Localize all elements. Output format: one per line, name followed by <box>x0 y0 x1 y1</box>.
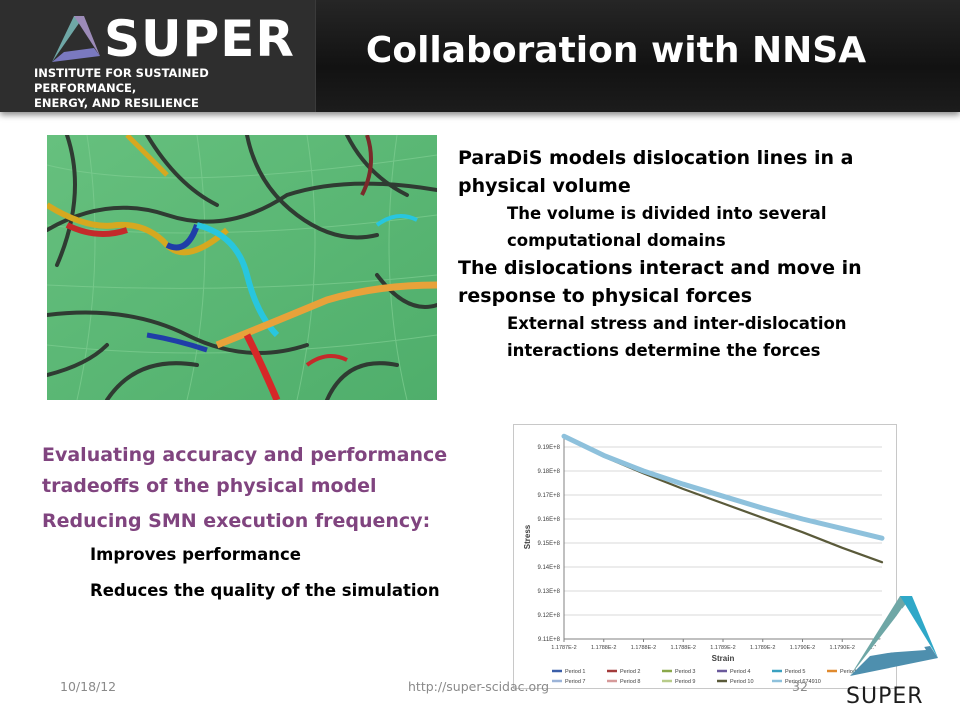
chart-legend-label: Period 6 <box>840 669 861 675</box>
chart-legend-label: Period 10 <box>730 679 754 685</box>
chart-legend-label: Period 2 <box>620 669 641 675</box>
super-triangle-icon <box>52 16 100 62</box>
bullet-reducing-smn: Reducing SMN execution frequency: <box>42 510 431 532</box>
chart-legend-label: Period 4 <box>730 669 751 675</box>
chart-y-tick-label: 9.14E+8 <box>537 565 560 571</box>
super-logo: SUPER INSTITUTE FOR SUSTAINED PERFORMANC… <box>0 0 316 112</box>
chart-legend-label: Period 1 <box>565 669 586 675</box>
sub-bullet-reduces: Reduces the quality of the simulation <box>90 581 440 600</box>
chart-y-tick-label: 9.13E+8 <box>537 589 560 595</box>
dislocation-simulation-image <box>47 135 437 400</box>
sub-bullet-improves: Improves performance <box>90 545 301 564</box>
chart-y-tick-label: 9.11E+8 <box>538 637 561 643</box>
logo-word: SUPER <box>104 10 295 68</box>
chart-legend-label: Period 674910 <box>785 679 821 685</box>
footer-date: 10/18/12 <box>60 679 117 694</box>
slide-title: Collaboration with NNSA <box>365 30 867 71</box>
chart-y-tick-label: 9.18E+8 <box>537 469 560 475</box>
left-bullet-list: Evaluating accuracy and performance trad… <box>42 440 482 609</box>
chart-x-tick-label: 1.1788E-2 <box>631 645 656 651</box>
chart-y-axis-label: Stress <box>523 524 532 549</box>
chart-legend-label: Period 3 <box>675 669 696 675</box>
corner-super-triangle-icon <box>850 596 938 676</box>
chart-svg: 9.19E+8 9.18E+8 9.17E+8 9.16E+8 9.15E+8 9.14E… <box>523 433 895 685</box>
footer-page-number: 32 <box>792 679 808 694</box>
chart-series-line-period-674910 <box>561 433 885 541</box>
chart-x-axis-label: Strain <box>712 654 735 663</box>
chart-legend-label: Period 5 <box>785 669 806 675</box>
chart-x-tick-label: 1.1790E-2 <box>830 645 855 651</box>
bullet-evaluating: Evaluating accuracy and performance trad… <box>42 444 448 497</box>
chart-legend-label: Period 8 <box>620 679 641 685</box>
chart-x-tick-label: 1.1790E-2 <box>790 645 815 651</box>
chart-y-tick-label: 9.16E+8 <box>537 517 560 523</box>
header-bar: SUPER INSTITUTE FOR SUSTAINED PERFORMANC… <box>0 0 960 112</box>
logo-subtitle: INSTITUTE FOR SUSTAINED PERFORMANCE, ENE… <box>34 66 304 111</box>
chart-y-tick-label: 9.19E+8 <box>537 445 560 451</box>
chart-x-tick-label: 1.1787E-2 <box>551 645 576 651</box>
chart-x-tick-label: 1.1789E-2 <box>710 645 735 651</box>
logo-subtitle-line2: ENERGY, AND RESILIENCE <box>34 96 199 110</box>
sub-bullet-domains: The volume is divided into several compu… <box>507 204 827 250</box>
chart-x-tick-label: 1.1788E-2 <box>671 645 696 651</box>
sub-bullet-forces: External stress and inter-dislocation in… <box>507 314 847 360</box>
footer-url[interactable]: http://super-scidac.org <box>408 679 550 694</box>
corner-super-word: SUPER <box>846 684 924 709</box>
stress-strain-chart: 9.19E+8 9.18E+8 9.17E+8 9.16E+8 9.15E+8 9.14E… <box>513 424 897 689</box>
chart-x-tick-label: 1.1789E-2 <box>750 645 775 651</box>
bullet-dislocations: The dislocations interact and move in re… <box>458 257 862 307</box>
chart-legend-label: Period 7 <box>565 679 586 685</box>
logo-subtitle-line1: INSTITUTE FOR SUSTAINED PERFORMANCE, <box>34 66 209 95</box>
chart-legend-label: Period 9 <box>675 679 696 685</box>
chart-y-tick-label: 9.12E+8 <box>537 613 560 619</box>
chart-x-tick-label: 1.1788E-2 <box>591 645 616 651</box>
bullet-paradis: ParaDiS models dislocation lines in a ph… <box>458 147 854 197</box>
chart-y-tick-label: 9.15E+8 <box>537 541 560 547</box>
right-bullet-list: ParaDiS models dislocation lines in a ph… <box>458 144 928 364</box>
chart-y-tick-label: 9.17E+8 <box>537 493 560 499</box>
